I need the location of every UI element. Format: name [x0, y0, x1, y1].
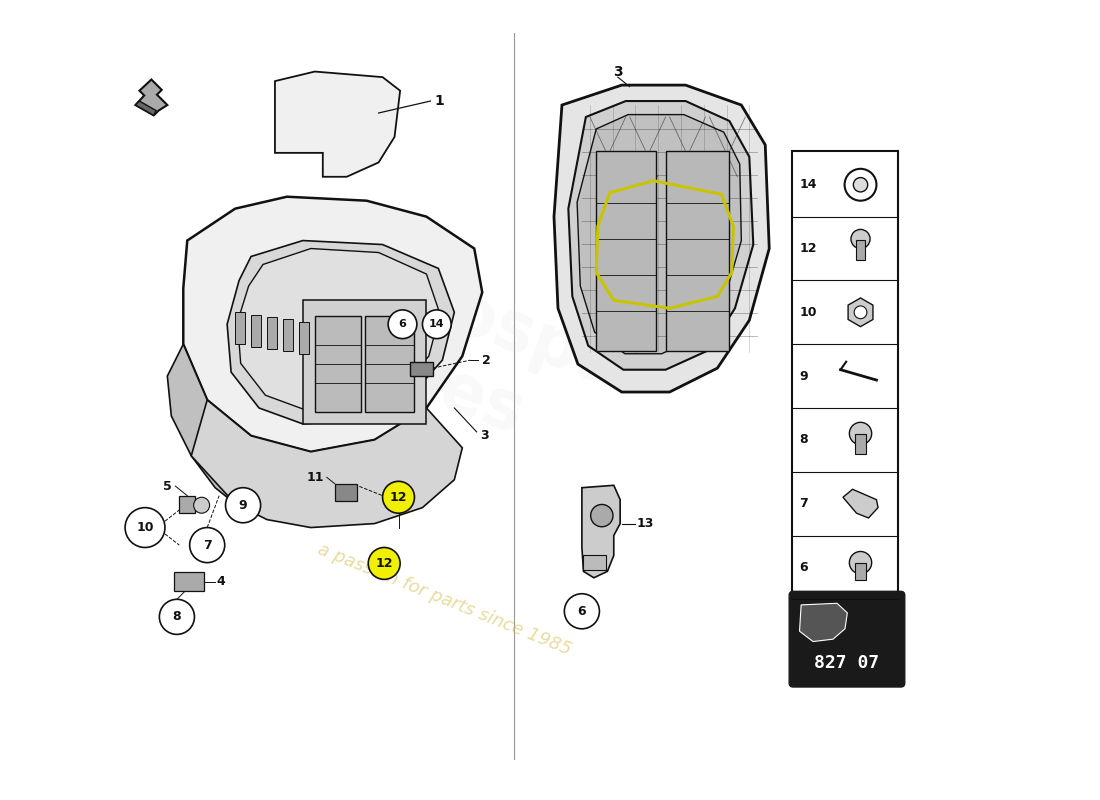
Text: 11: 11	[307, 471, 324, 484]
Polygon shape	[135, 101, 156, 115]
Text: 1: 1	[434, 94, 444, 108]
Polygon shape	[578, 114, 741, 354]
Circle shape	[849, 551, 871, 574]
Text: 14: 14	[800, 178, 817, 191]
Bar	[283, 319, 294, 351]
Polygon shape	[569, 101, 754, 370]
Circle shape	[854, 178, 868, 192]
Text: 12: 12	[375, 557, 393, 570]
Circle shape	[368, 547, 400, 579]
Text: 2: 2	[482, 354, 491, 366]
Polygon shape	[582, 486, 620, 578]
Text: 14: 14	[429, 319, 444, 330]
Bar	[855, 562, 866, 580]
Circle shape	[189, 527, 224, 562]
Circle shape	[849, 422, 871, 445]
Polygon shape	[302, 300, 427, 424]
Text: 13: 13	[636, 517, 653, 530]
Bar	[179, 496, 195, 514]
Circle shape	[194, 498, 210, 514]
Bar	[267, 317, 277, 349]
FancyBboxPatch shape	[792, 151, 899, 601]
Polygon shape	[191, 400, 462, 527]
Text: 827 07: 827 07	[814, 654, 880, 672]
Bar	[251, 314, 262, 346]
Circle shape	[845, 169, 877, 201]
Bar	[299, 322, 309, 354]
Text: 12: 12	[389, 490, 407, 504]
Polygon shape	[227, 241, 454, 424]
Text: a passion for parts since 1985: a passion for parts since 1985	[316, 540, 574, 658]
Polygon shape	[135, 79, 167, 115]
Text: 4: 4	[217, 575, 226, 588]
Circle shape	[226, 488, 261, 522]
FancyBboxPatch shape	[789, 591, 905, 687]
Bar	[174, 572, 204, 591]
Text: 3: 3	[480, 430, 488, 442]
Circle shape	[388, 310, 417, 338]
Polygon shape	[800, 603, 847, 642]
Text: 12: 12	[800, 242, 817, 255]
Circle shape	[564, 594, 600, 629]
Bar	[334, 484, 358, 502]
Polygon shape	[596, 151, 656, 350]
Circle shape	[160, 599, 195, 634]
Circle shape	[422, 310, 451, 338]
Circle shape	[851, 230, 870, 249]
Polygon shape	[666, 151, 729, 350]
Circle shape	[125, 508, 165, 547]
Polygon shape	[238, 249, 440, 410]
Polygon shape	[848, 298, 873, 326]
Circle shape	[383, 482, 415, 514]
Polygon shape	[554, 85, 769, 392]
Circle shape	[591, 505, 613, 526]
Text: 5: 5	[163, 479, 172, 493]
Bar	[235, 312, 245, 344]
Bar	[410, 362, 432, 376]
Polygon shape	[315, 316, 361, 412]
Polygon shape	[275, 71, 400, 177]
Text: 3: 3	[613, 65, 623, 78]
Text: 7: 7	[800, 497, 808, 510]
Text: 6: 6	[578, 605, 586, 618]
Text: 10: 10	[800, 306, 817, 319]
Text: 7: 7	[202, 538, 211, 551]
Text: 10: 10	[136, 521, 154, 534]
Polygon shape	[184, 197, 482, 452]
Polygon shape	[843, 490, 878, 518]
Text: 9: 9	[800, 370, 808, 382]
Text: 8: 8	[173, 610, 182, 623]
Polygon shape	[167, 344, 235, 504]
Text: 6: 6	[398, 319, 407, 330]
Bar	[583, 555, 606, 570]
Text: 8: 8	[800, 434, 808, 446]
Text: eurospar
tes: eurospar tes	[297, 236, 662, 485]
Bar	[855, 434, 866, 454]
Circle shape	[854, 306, 867, 318]
Text: 9: 9	[239, 498, 248, 512]
Text: 6: 6	[800, 561, 808, 574]
Bar	[856, 240, 866, 260]
Polygon shape	[365, 316, 415, 412]
